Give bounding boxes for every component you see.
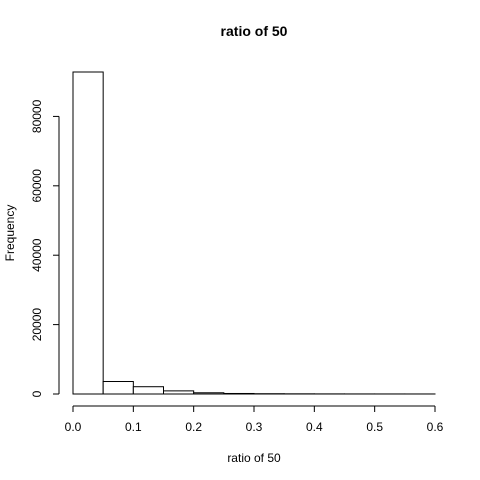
- histogram-bar: [193, 392, 225, 395]
- x-axis: 0.0 0.1 0.2 0.3 0.4 0.5 0.6: [65, 405, 444, 434]
- x-tick-label: 0.2: [185, 420, 202, 434]
- y-tick-label: 80000: [30, 99, 44, 133]
- histogram-bar: [163, 390, 195, 395]
- x-tick-label: 0.6: [427, 420, 444, 434]
- x-tick-label: 0.0: [65, 420, 82, 434]
- histogram-bar: [72, 71, 104, 395]
- histogram-bar: [223, 392, 255, 395]
- x-axis-label: ratio of 50: [227, 451, 281, 465]
- y-axis: 0 20000 40000 60000 80000: [30, 99, 60, 397]
- y-tick-label: 0: [30, 390, 44, 397]
- x-tick-label: 0.3: [246, 420, 263, 434]
- x-tick-label: 0.1: [125, 420, 142, 434]
- chart-title: ratio of 50: [221, 23, 288, 39]
- histogram-bar: [102, 381, 134, 395]
- x-tick-label: 0.4: [306, 420, 323, 434]
- y-tick-label: 60000: [30, 169, 44, 203]
- y-axis-label: Frequency: [3, 205, 17, 262]
- y-tick-label: 20000: [30, 308, 44, 342]
- bars-group: [72, 71, 436, 395]
- histogram-bar: [132, 386, 164, 395]
- x-tick-label: 0.5: [366, 420, 383, 434]
- y-tick-label: 40000: [30, 238, 44, 272]
